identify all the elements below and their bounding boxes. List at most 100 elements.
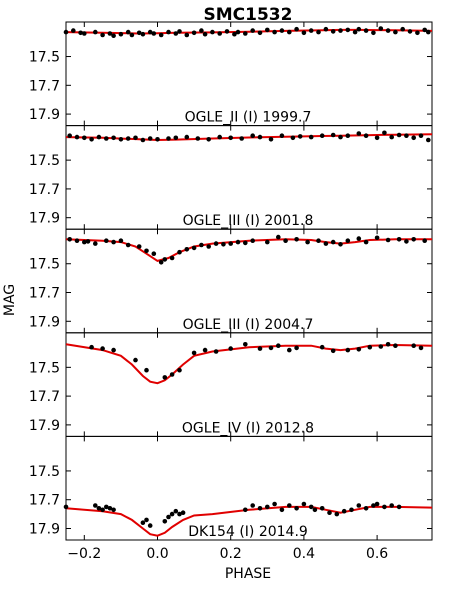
data-point <box>184 32 190 38</box>
data-point <box>111 347 116 353</box>
data-point <box>177 29 182 34</box>
data-point <box>133 135 138 141</box>
data-point <box>316 29 321 35</box>
data-point <box>363 28 369 33</box>
y-tick-label: 17.5 <box>29 50 60 66</box>
data-point <box>305 239 310 245</box>
data-point <box>279 133 285 138</box>
data-point <box>356 131 362 136</box>
data-point <box>283 238 288 243</box>
data-point <box>367 344 373 350</box>
y-tick-label: 17.5 <box>29 153 60 169</box>
data-point <box>239 136 244 141</box>
data-point <box>177 511 182 517</box>
data-point <box>363 239 369 245</box>
data-point <box>272 29 277 35</box>
panel-label: OGLE_II (I) 1999.7 <box>185 110 312 126</box>
data-point <box>169 372 175 377</box>
data-point <box>195 136 201 141</box>
data-point <box>71 28 76 33</box>
data-point <box>363 506 369 511</box>
data-point <box>330 29 336 34</box>
data-point <box>294 237 299 242</box>
y-tick-label: 17.9 <box>29 314 60 330</box>
data-point <box>82 31 87 36</box>
data-point <box>349 507 354 513</box>
data-point <box>89 137 94 142</box>
data-point <box>279 28 285 33</box>
y-tick-label: 17.5 <box>29 257 60 273</box>
data-point <box>243 507 248 513</box>
data-point <box>422 27 428 33</box>
data-point <box>166 29 171 35</box>
data-point <box>385 28 391 33</box>
data-point <box>385 237 391 243</box>
data-point <box>224 29 230 34</box>
data-point <box>213 349 219 354</box>
data-point <box>352 29 358 35</box>
data-point <box>169 511 175 517</box>
data-point <box>385 342 391 347</box>
x-tick-label: 0.4 <box>293 546 315 562</box>
data-point <box>265 239 270 245</box>
y-axis-label: MAG <box>2 284 18 316</box>
data-point <box>312 507 318 513</box>
y-tick-label: 17.9 <box>29 521 60 537</box>
panel-4: 17.5 17.7 17.9 OGLE_IV (I) 2012.8 <box>29 332 433 437</box>
panel-label: DK154 (I) 2014.9 <box>188 524 308 540</box>
data-point <box>118 238 124 243</box>
data-point <box>272 501 277 507</box>
data-point <box>67 133 72 138</box>
panel-3: 17.5 17.7 17.9 OGLE_III (I) 2004.7 <box>29 228 433 334</box>
y-tick-label: 17.9 <box>29 107 60 123</box>
data-point <box>268 345 274 351</box>
data-point <box>118 137 124 142</box>
data-point <box>396 132 402 138</box>
data-point <box>301 30 307 36</box>
data-point <box>389 503 395 508</box>
data-point <box>250 133 255 138</box>
data-point <box>319 506 325 511</box>
data-point <box>382 504 387 510</box>
data-point <box>327 510 332 515</box>
data-point <box>330 239 336 245</box>
data-point <box>125 136 131 141</box>
data-point <box>319 133 325 138</box>
x-tick-label: 0.6 <box>366 546 388 562</box>
data-point <box>96 506 102 511</box>
data-point <box>166 514 171 520</box>
y-tick-label: 17.9 <box>29 418 60 434</box>
data-point <box>67 237 72 242</box>
data-point <box>228 135 233 141</box>
data-point <box>356 26 362 32</box>
data-point <box>265 504 270 510</box>
data-point <box>345 133 351 138</box>
data-point <box>191 245 197 251</box>
data-point <box>136 30 142 36</box>
data-point <box>393 343 398 349</box>
data-point <box>125 29 131 35</box>
data-point <box>78 30 83 36</box>
data-point <box>151 251 157 256</box>
data-point <box>136 244 142 249</box>
data-point <box>202 347 208 353</box>
data-point <box>393 29 398 35</box>
y-tick-label: 17.5 <box>29 464 60 480</box>
data-point <box>316 238 321 243</box>
data-point <box>396 237 402 242</box>
data-point <box>404 133 409 138</box>
y-tick-label: 17.7 <box>29 493 60 509</box>
data-point <box>206 244 211 249</box>
data-point <box>250 503 255 508</box>
data-point <box>93 29 98 35</box>
data-point <box>308 28 314 33</box>
data-point <box>378 26 384 31</box>
data-point <box>341 508 347 514</box>
chart-title: SMC1532 <box>204 5 293 25</box>
data-point <box>287 347 292 353</box>
data-point <box>177 367 182 373</box>
data-point <box>93 241 98 246</box>
data-point <box>177 249 182 255</box>
data-point <box>415 30 420 36</box>
